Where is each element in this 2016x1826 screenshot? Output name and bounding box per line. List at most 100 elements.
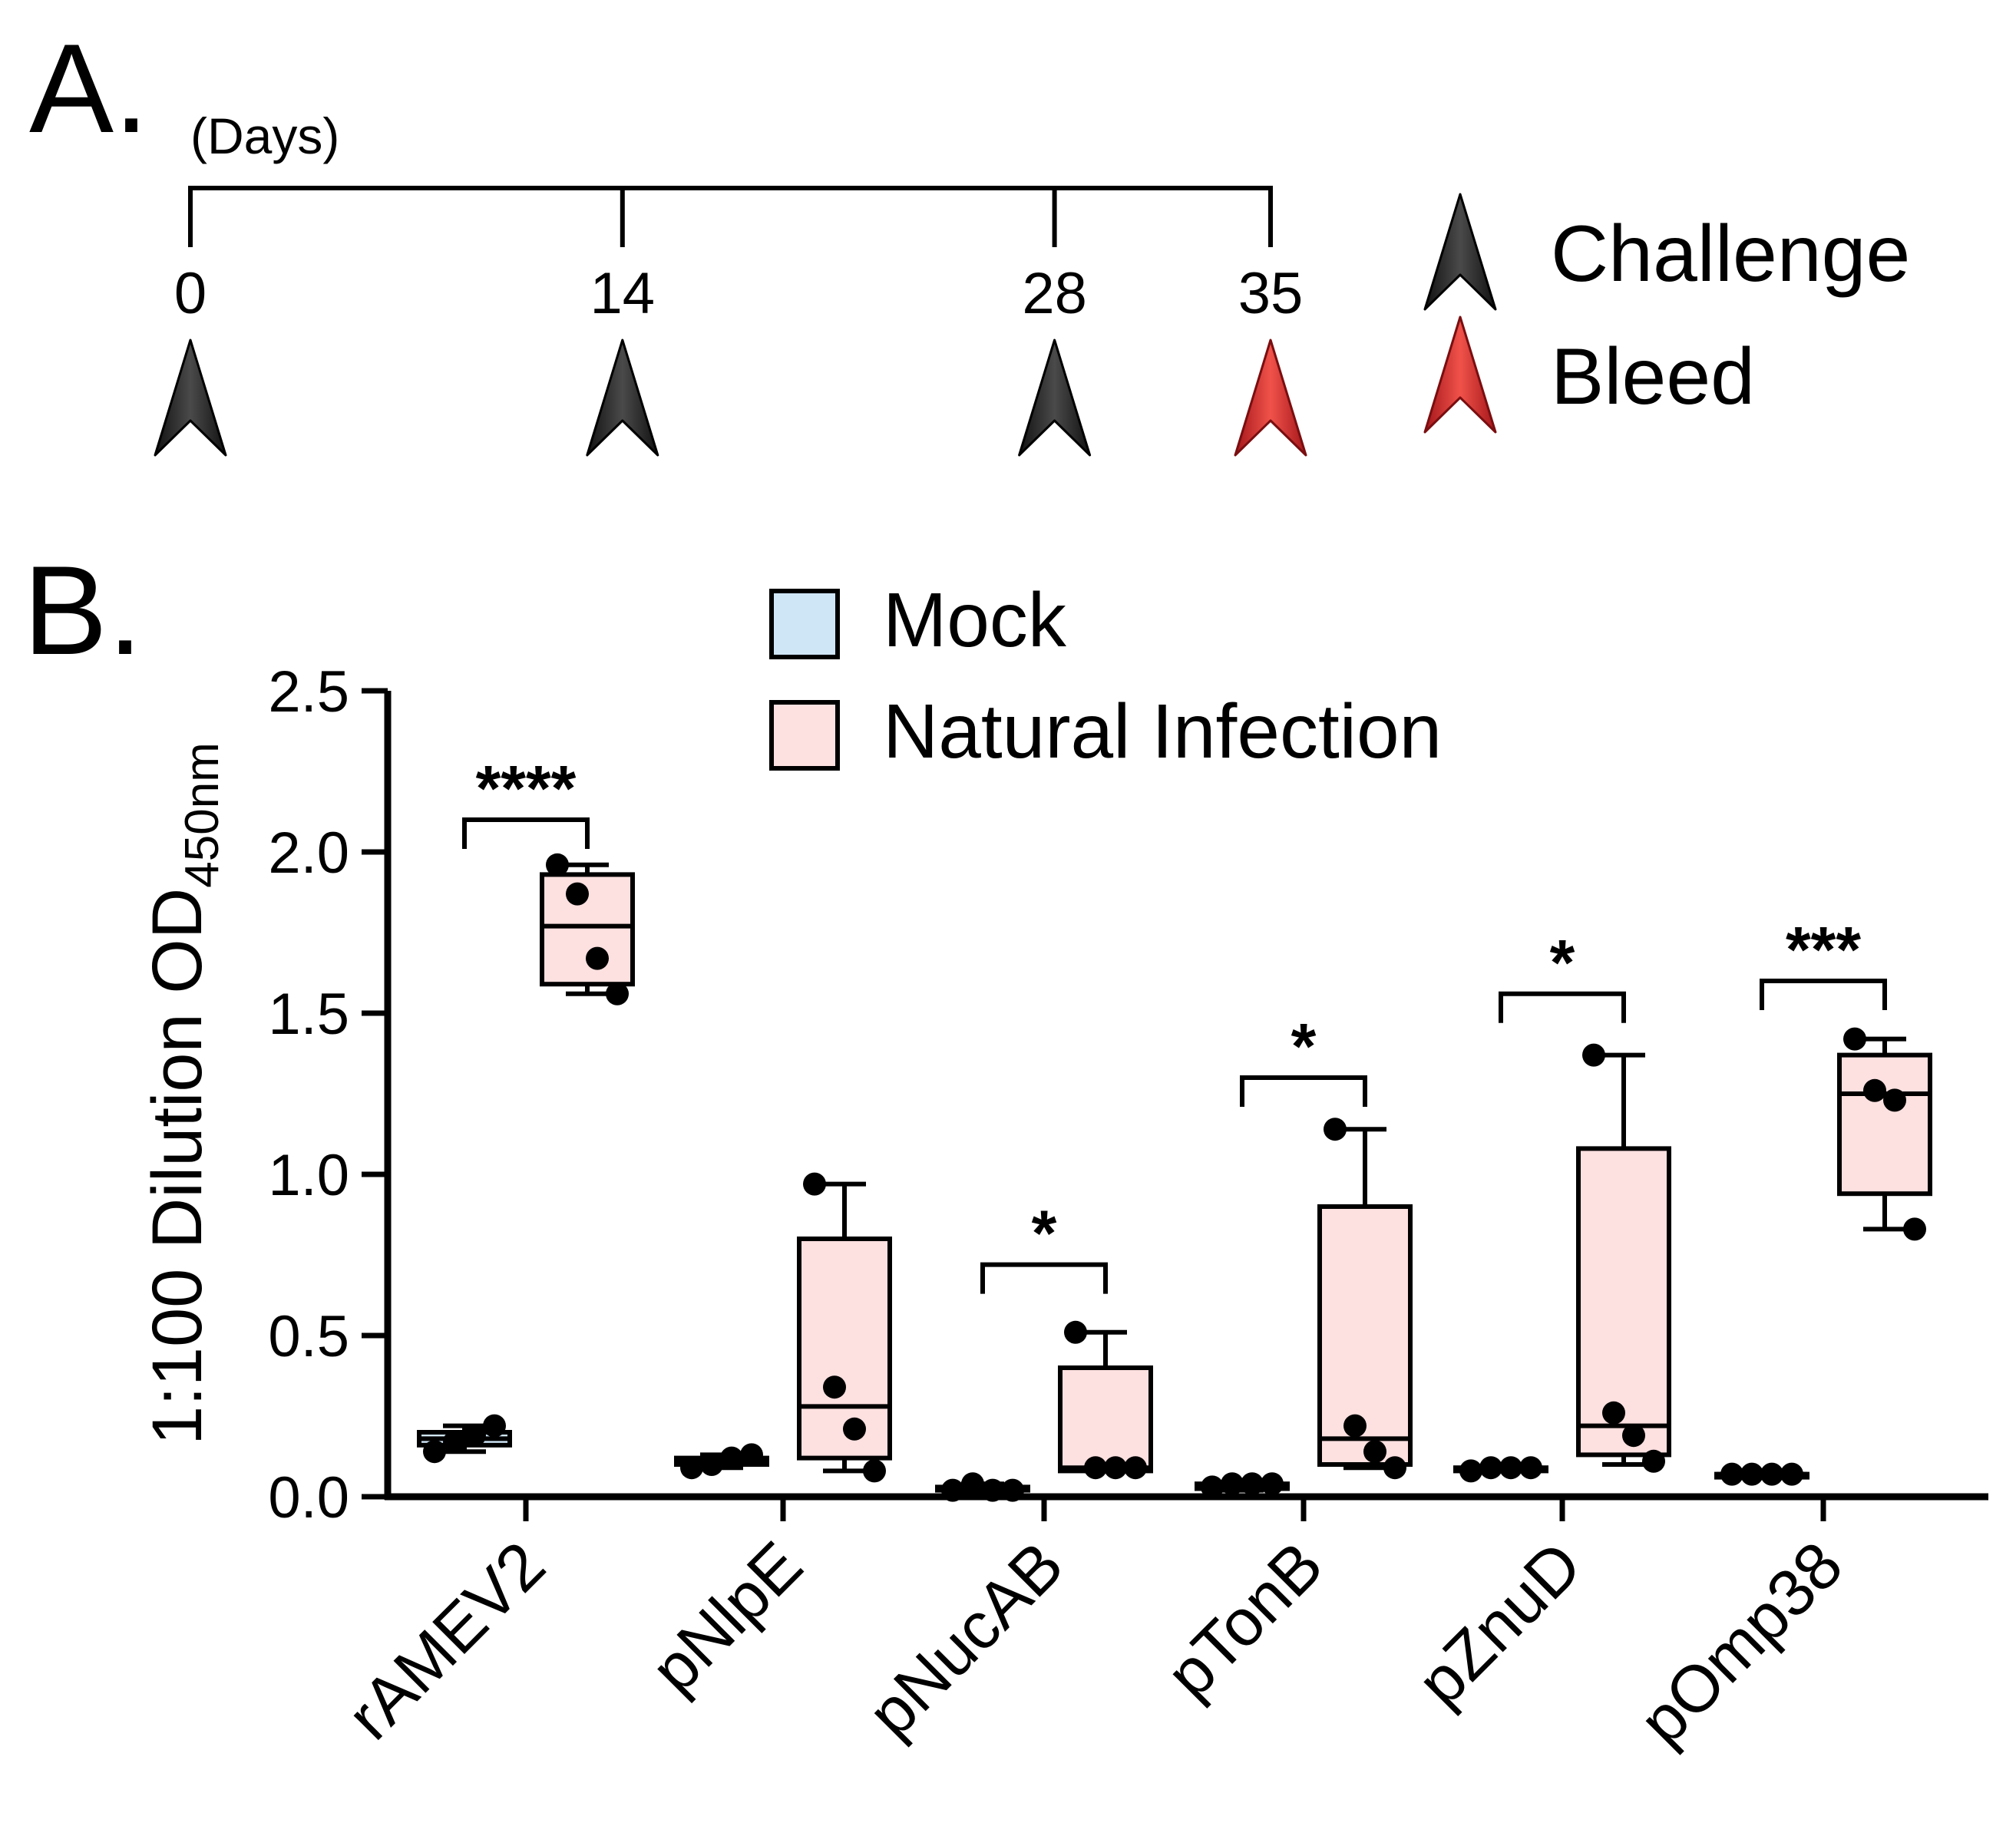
natural-infection-box-pZnuD	[1576, 1043, 1671, 1473]
data-point	[1883, 1088, 1906, 1112]
mock-box-rAMEV2	[417, 1414, 512, 1464]
natural-infection-box-pNucAB	[1058, 1320, 1153, 1480]
box-iqr	[1576, 1146, 1671, 1458]
data-point	[586, 946, 609, 970]
legend-label-mock: Mock	[883, 577, 1067, 663]
y-tick-label: 0.5	[268, 1304, 349, 1369]
x-category-label: pTonB	[1152, 1528, 1337, 1712]
legend-label-natural-infection: Natural Infection	[883, 688, 1442, 774]
data-point	[423, 1440, 446, 1464]
data-point	[981, 1478, 1004, 1502]
y-tick-label: 2.5	[268, 659, 349, 725]
data-point	[1221, 1472, 1244, 1496]
y-tick-label: 1.5	[268, 982, 349, 1047]
significance-label: *	[1032, 1197, 1057, 1270]
bleed-arrowhead	[1234, 338, 1307, 457]
x-category-label: rAMEV2	[333, 1528, 559, 1754]
bleed-key-label: Bleed	[1551, 332, 1755, 421]
data-point	[1903, 1217, 1926, 1241]
box-iqr	[797, 1237, 892, 1461]
data-point	[863, 1459, 886, 1483]
natural-infection-box-pOmp38	[1837, 1027, 1932, 1241]
data-point	[1001, 1478, 1024, 1502]
data-point	[1479, 1456, 1502, 1480]
box-chart: 0.0 0.5 1.0 1.5 2.0 2.5 1:100 Dilution OD450nm…	[138, 659, 1988, 1759]
mock-box-pNucAB	[935, 1472, 1030, 1502]
data-point	[1201, 1475, 1224, 1499]
data-point	[1740, 1462, 1763, 1486]
data-point	[1863, 1078, 1886, 1102]
challenge-key-arrowhead	[1423, 193, 1497, 311]
x-category-label: pNlpE	[637, 1528, 817, 1708]
data-point	[1843, 1027, 1866, 1051]
challenge-arrowhead	[586, 338, 659, 457]
panel-b-label: B.	[23, 540, 143, 681]
data-point	[740, 1443, 763, 1467]
timeline-key: Challenge Bleed	[1423, 193, 1910, 434]
x-category-label: pOmp38	[1625, 1528, 1856, 1759]
data-point	[1383, 1456, 1406, 1480]
significance-bracket	[462, 817, 590, 849]
box-iqr	[1058, 1365, 1153, 1474]
data-point	[1261, 1472, 1284, 1496]
significance-bracket	[980, 1262, 1108, 1294]
x-category-label: pZnuD	[1403, 1528, 1595, 1720]
data-point	[961, 1472, 984, 1496]
bleed-key-arrowhead	[1423, 315, 1497, 434]
day-label: 28	[1022, 261, 1087, 326]
data-point	[443, 1430, 466, 1454]
data-point	[1363, 1440, 1386, 1464]
data-point	[606, 982, 629, 1005]
significance-pOmp38: ***	[1760, 913, 1887, 1010]
significance-label: *	[1550, 926, 1575, 999]
box-iqr	[540, 872, 635, 987]
data-point	[1720, 1462, 1743, 1486]
challenge-key-label: Challenge	[1551, 210, 1910, 299]
timeline-title: (Days)	[190, 107, 339, 164]
y-axis-title-main: 1:100 Dilution OD	[138, 888, 216, 1445]
data-point	[1499, 1456, 1522, 1480]
significance-label: *	[1291, 1010, 1317, 1082]
panel-a-label: A.	[29, 18, 149, 159]
y-tick-label: 2.0	[268, 821, 349, 886]
significance-label: ***	[1786, 913, 1861, 986]
day-label: 35	[1238, 261, 1304, 326]
chart-legend: Mock Natural Infection	[769, 577, 1442, 774]
data-point	[1124, 1456, 1147, 1480]
data-point	[1084, 1456, 1107, 1480]
data-point	[803, 1172, 826, 1196]
significance-label: ****	[476, 752, 577, 824]
data-point	[941, 1478, 964, 1502]
natural-infection-box-pTonB	[1317, 1118, 1413, 1480]
data-point	[680, 1456, 703, 1480]
data-point	[483, 1414, 506, 1438]
y-tick-label: 0.0	[268, 1465, 349, 1530]
significance-bracket	[1240, 1075, 1367, 1107]
data-point	[1780, 1462, 1803, 1486]
data-point	[1343, 1414, 1367, 1438]
natural-infection-box-rAMEV2	[540, 853, 635, 1005]
significance-pTonB: *	[1240, 1010, 1367, 1107]
day-label: 14	[590, 261, 656, 326]
legend-swatch-natural-infection	[769, 700, 840, 771]
significance-bracket	[1760, 979, 1887, 1010]
challenge-arrowhead	[1018, 338, 1092, 457]
data-point	[1241, 1472, 1264, 1496]
legend-swatch-mock	[769, 589, 840, 659]
data-point	[1582, 1043, 1605, 1067]
timeline: (Days) 0 14 28 35	[154, 107, 1307, 457]
significance-pZnuD: *	[1499, 926, 1626, 1023]
data-point	[1760, 1462, 1783, 1486]
data-point	[700, 1453, 723, 1476]
y-tick-label: 1.0	[268, 1143, 349, 1208]
data-point	[546, 853, 569, 877]
x-category-label: pNucAB	[854, 1528, 1077, 1752]
mock-box-pOmp38	[1714, 1462, 1809, 1486]
data-point	[1324, 1118, 1347, 1141]
data-point	[720, 1446, 743, 1470]
data-point	[1104, 1456, 1127, 1480]
data-point	[1642, 1449, 1665, 1473]
box-iqr	[1837, 1052, 1932, 1197]
mock-box-pZnuD	[1453, 1456, 1548, 1483]
